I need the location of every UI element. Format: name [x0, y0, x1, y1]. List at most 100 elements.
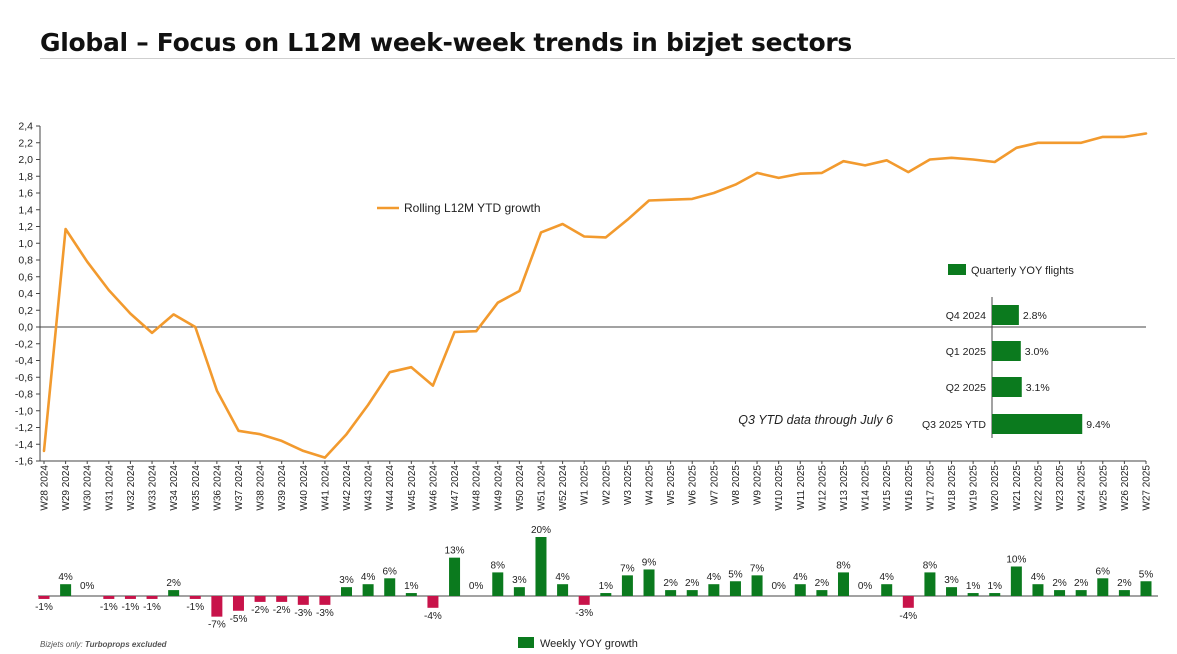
legend-line-label: Rolling L12M YTD growth [404, 201, 541, 215]
weekly-bar-label: -1% [35, 602, 53, 613]
x-tick-label: W16 2025 [904, 465, 915, 511]
weekly-bar [103, 596, 115, 599]
weekly-bar-label: -2% [273, 605, 291, 616]
x-tick-label: W52 2024 [558, 465, 569, 511]
x-tick-label: W22 2025 [1033, 465, 1044, 511]
rolling-growth-line [42, 132, 1148, 459]
weekly-bar [341, 587, 353, 596]
weekly-bar [211, 596, 223, 617]
y-tick-label: 0,8 [18, 255, 33, 267]
x-tick-label: W49 2024 [493, 465, 504, 511]
weekly-bar-label: 9% [642, 557, 657, 568]
weekly-bar [708, 584, 720, 596]
weekly-bar [1075, 590, 1087, 596]
x-tick-label: W39 2024 [277, 465, 288, 511]
weekly-bar [794, 584, 806, 596]
y-tick-label: 2,4 [18, 121, 33, 133]
weekly-bar [384, 578, 396, 596]
weekly-bar-label: 13% [445, 546, 465, 557]
weekly-bar [168, 590, 180, 596]
y-tick-label: -1,6 [15, 456, 33, 468]
weekly-bar [60, 584, 72, 596]
weekly-bar [665, 590, 677, 596]
weekly-bar-label: 0% [771, 581, 786, 592]
weekly-bar-label: 2% [1052, 578, 1067, 589]
x-tick-label: W17 2025 [925, 465, 936, 511]
x-tick-label: W35 2024 [191, 465, 202, 511]
weekly-bar-label: -1% [186, 602, 204, 613]
weekly-bar [492, 572, 504, 596]
x-tick-label: W18 2025 [947, 465, 958, 511]
y-tick-label: -1,0 [15, 405, 33, 417]
x-tick-label: W42 2024 [342, 465, 353, 511]
y-tick-label: 1,4 [18, 204, 33, 216]
footnote-prefix: Bizjets only: [40, 640, 85, 649]
weekly-bar [1054, 590, 1066, 596]
weekly-bar-label: 4% [58, 572, 73, 583]
x-tick-label: W38 2024 [256, 465, 267, 511]
weekly-bar [600, 593, 612, 596]
weekly-bar [578, 596, 590, 605]
weekly-bar-label: 8% [923, 560, 938, 571]
weekly-bar-label: 1% [599, 581, 614, 592]
weekly-bar [686, 590, 698, 596]
x-tick-label: W7 2025 [709, 465, 720, 505]
weekly-bar-label: 2% [1074, 578, 1089, 589]
weekly-bar [189, 596, 201, 599]
weekly-bar-label: -2% [251, 605, 269, 616]
weekly-bar-label: -5% [230, 614, 248, 625]
weekly-bar-label: 2% [1117, 578, 1132, 589]
weekly-bar-label: 5% [728, 569, 743, 580]
weekly-bar-label: 10% [1006, 555, 1026, 566]
weekly-bar [643, 569, 655, 596]
weekly-bar [557, 584, 569, 596]
weekly-bar-label: 0% [80, 581, 95, 592]
x-tick-label: W31 2024 [104, 465, 115, 511]
x-tick-label: W23 2025 [1055, 465, 1066, 511]
weekly-bar-label: 8% [491, 560, 506, 571]
weekly-bar-label: -4% [899, 611, 917, 622]
x-tick-label: W1 2025 [580, 465, 591, 505]
x-tick-label: W21 2025 [1012, 465, 1023, 511]
y-tick-label: 1,2 [18, 221, 33, 233]
weekly-bar-label: 5% [1139, 569, 1154, 580]
x-tick-label: W27 2025 [1142, 465, 1153, 511]
footnote-bold: Turboprops excluded [84, 640, 167, 649]
x-tick-label: W4 2025 [645, 465, 656, 505]
y-tick-label: 0,0 [18, 322, 33, 334]
weekly-bar-label: 6% [1096, 566, 1111, 577]
quarterly-value-label: 9.4% [1086, 419, 1110, 431]
x-tick-label: W48 2024 [472, 465, 483, 511]
y-tick-label: -0,4 [15, 355, 33, 367]
weekly-bar [881, 584, 893, 596]
weekly-bar-label: 1% [988, 581, 1003, 592]
weekly-bar [989, 593, 1001, 596]
weekly-bar [816, 590, 828, 596]
quarterly-value-label: 3.1% [1026, 382, 1050, 394]
weekly-bar-label: 2% [663, 578, 678, 589]
weekly-bar-label: -3% [575, 608, 593, 619]
y-tick-label: -0,2 [15, 338, 33, 350]
x-tick-label: W34 2024 [169, 465, 180, 511]
weekly-bar-label: 3% [944, 575, 959, 586]
weekly-bar-label: -4% [424, 611, 442, 622]
x-tick-label: W33 2024 [148, 465, 159, 511]
weekly-bar [362, 584, 374, 596]
x-tick-label: W10 2025 [774, 465, 785, 511]
legend-quarterly-label: Quarterly YOY flights [971, 265, 1074, 277]
weekly-bar [1140, 581, 1152, 596]
x-tick-label: W40 2024 [299, 465, 310, 511]
weekly-bar-label: 4% [707, 572, 722, 583]
weekly-bar [449, 557, 461, 596]
x-tick-label: W47 2024 [450, 465, 461, 511]
x-tick-label: W2 2025 [601, 465, 612, 505]
x-tick-label: W26 2025 [1120, 465, 1131, 511]
x-tick-label: W19 2025 [969, 465, 980, 511]
quarterly-value-label: 3.0% [1025, 346, 1049, 358]
weekly-bar-label: -1% [100, 602, 118, 613]
x-tick-label: W24 2025 [1077, 465, 1088, 511]
weekly-bar-label: -1% [143, 602, 161, 613]
x-tick-label: W5 2025 [666, 465, 677, 505]
x-tick-label: W46 2024 [428, 465, 439, 511]
